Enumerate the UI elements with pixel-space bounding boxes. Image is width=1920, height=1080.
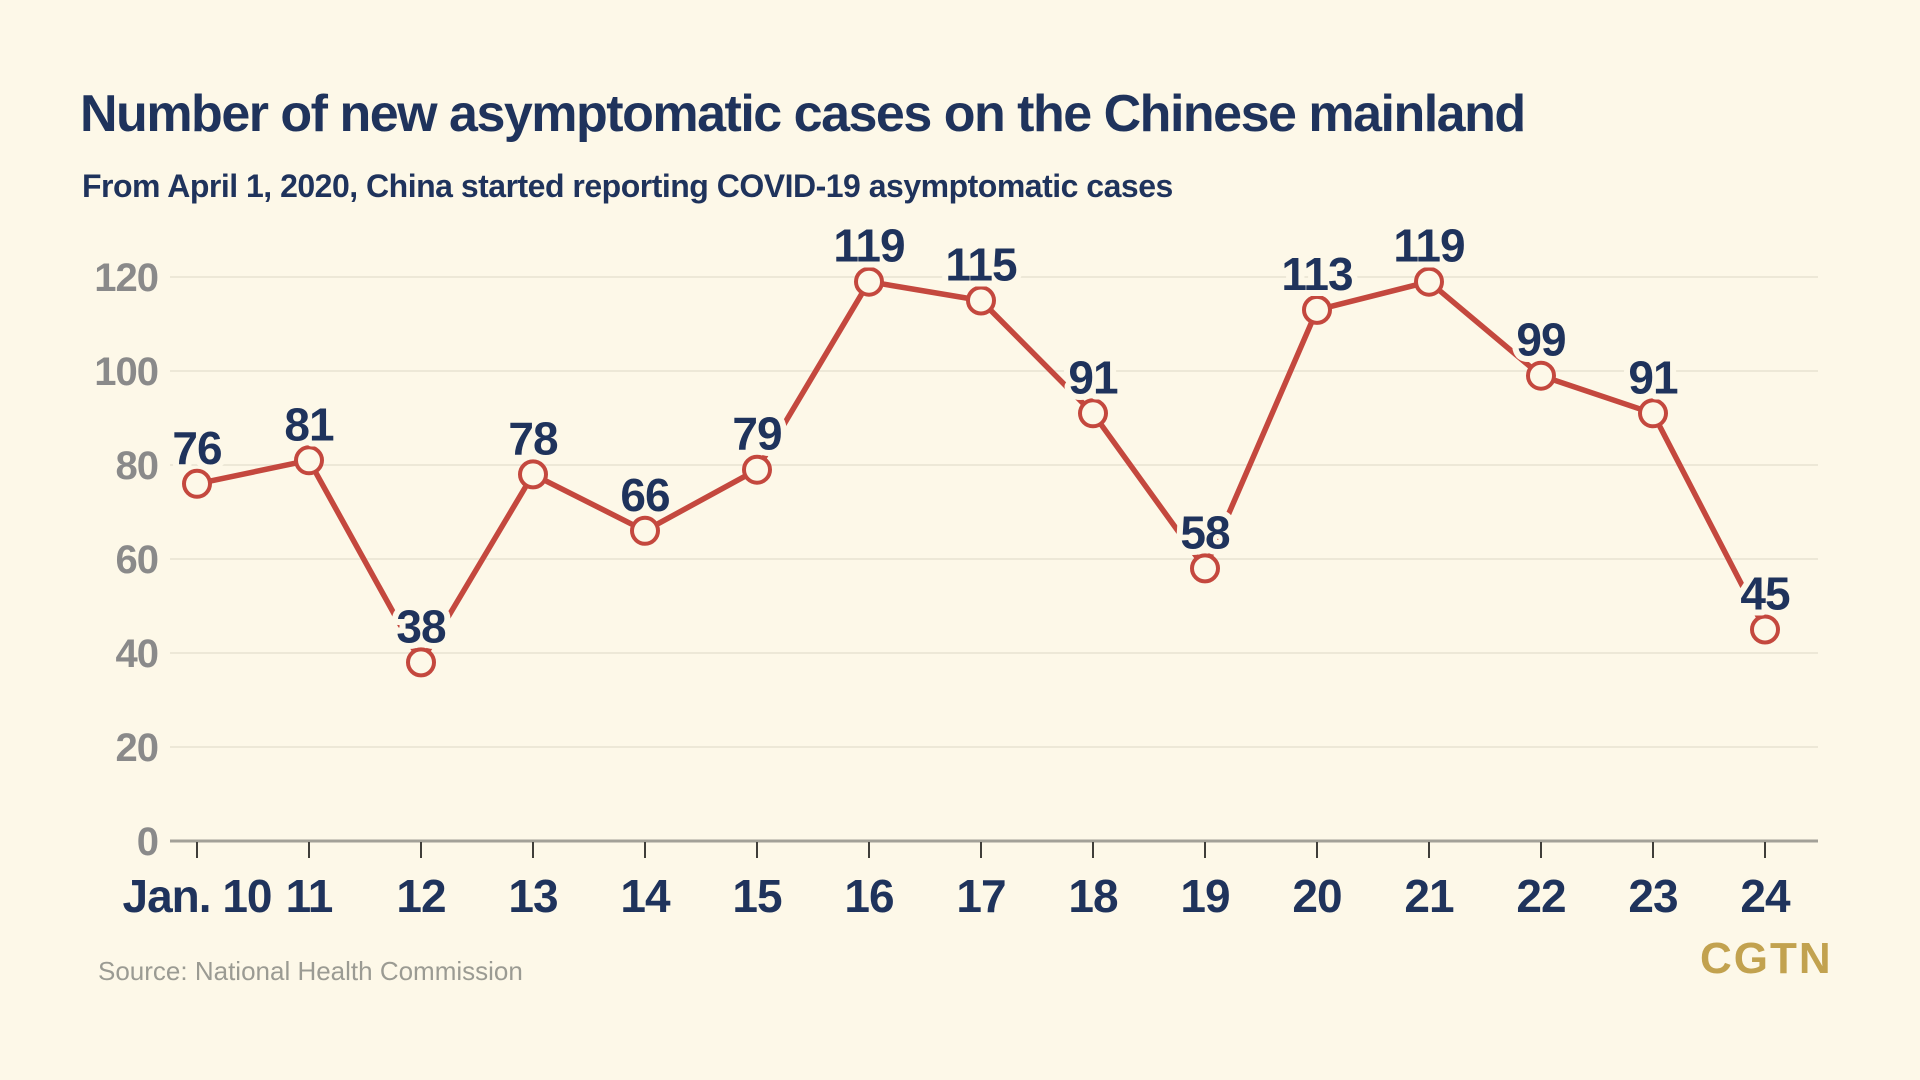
- y-axis-tick-label: 120: [94, 256, 158, 300]
- data-point-label: 81: [284, 398, 334, 450]
- data-point-label: 91: [1628, 351, 1678, 403]
- data-point-label: 115: [945, 239, 1017, 291]
- data-point-marker: [1190, 553, 1220, 584]
- chart-subtitle: From April 1, 2020, China started report…: [82, 168, 1173, 204]
- data-point-label: 119: [833, 220, 904, 272]
- data-point-marker: [518, 459, 548, 490]
- data-point-label: 78: [508, 412, 558, 464]
- data-point-marker: [1526, 360, 1556, 391]
- x-axis-tick-label: 21: [1404, 870, 1454, 922]
- data-point-label: 79: [732, 408, 781, 460]
- data-point-marker: [1750, 614, 1780, 645]
- data-point-marker: [294, 445, 324, 476]
- x-axis-tick-label: 19: [1180, 870, 1229, 922]
- data-point-label: 76: [172, 422, 221, 474]
- x-axis-tick-label: 23: [1628, 870, 1677, 922]
- y-axis-tick-label: 20: [116, 726, 159, 770]
- x-axis-tick-label: 16: [844, 870, 893, 922]
- x-axis-tick-label: 14: [620, 870, 671, 922]
- chart-title: Number of new asymptomatic cases on the …: [80, 85, 1526, 143]
- data-point-label: 91: [1068, 351, 1118, 403]
- data-point-label: 58: [1180, 506, 1230, 558]
- x-axis-tick-label: 13: [508, 870, 557, 922]
- data-point-label: 119: [1393, 220, 1464, 272]
- y-axis-tick-label: 80: [116, 444, 159, 488]
- data-point-marker: [742, 454, 772, 485]
- data-point-marker: [1414, 266, 1444, 297]
- y-axis-tick-label: 0: [137, 820, 158, 864]
- data-point-marker: [630, 515, 660, 546]
- data-point-label: 66: [620, 469, 669, 521]
- data-point-label: 45: [1740, 568, 1790, 620]
- cgtn-logo: CGTN: [1700, 934, 1833, 983]
- data-point-marker: [1302, 294, 1332, 325]
- source-note: Source: National Health Commission: [98, 956, 523, 986]
- x-axis-tick-label: 15: [732, 870, 782, 922]
- data-point-marker: [1078, 398, 1108, 429]
- data-point-label: 99: [1516, 314, 1565, 366]
- y-axis-tick-label: 60: [116, 538, 159, 582]
- data-point-marker: [182, 468, 212, 499]
- x-axis-tick-label: 24: [1740, 870, 1791, 922]
- x-axis-tick-label: 12: [396, 870, 445, 922]
- y-axis-tick-label: 100: [94, 350, 158, 394]
- x-axis-tick-label: 20: [1292, 870, 1341, 922]
- y-axis-tick-label: 40: [116, 632, 159, 676]
- data-point-marker: [406, 647, 436, 678]
- x-axis-tick-label: 22: [1516, 870, 1565, 922]
- data-point-marker: [966, 285, 996, 316]
- x-axis-tick-label: 17: [956, 870, 1005, 922]
- x-axis-tick-label: Jan. 10: [123, 870, 272, 922]
- data-point-marker: [854, 266, 884, 297]
- x-axis-tick-label: 18: [1068, 870, 1118, 922]
- data-point-label: 113: [1281, 248, 1352, 300]
- x-axis-tick-label: 11: [286, 870, 333, 922]
- data-point-marker: [1638, 398, 1668, 429]
- data-point-label: 38: [396, 600, 446, 652]
